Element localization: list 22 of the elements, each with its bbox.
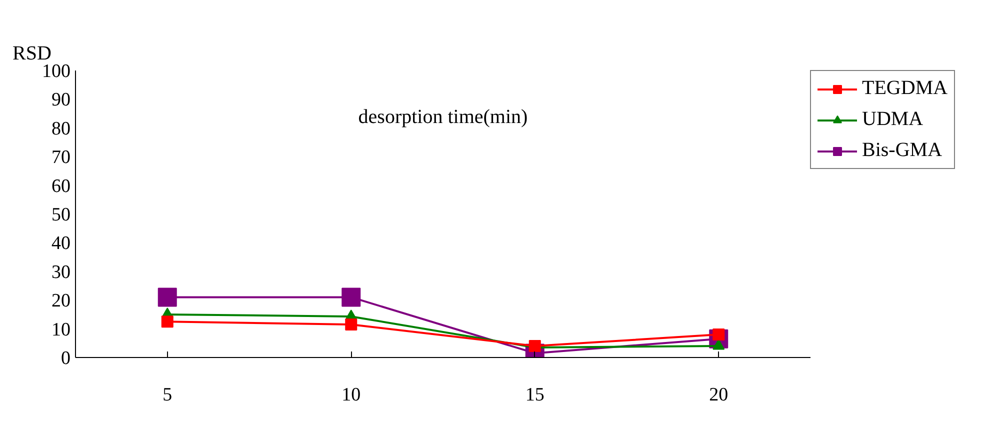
- x-tick-label: 5: [162, 384, 172, 406]
- y-tick-label: 20: [52, 290, 70, 312]
- y-tick-label: 50: [52, 204, 70, 226]
- y-tick-label: 10: [52, 319, 70, 340]
- y-tick-label: 70: [52, 147, 70, 168]
- x-axis-title: desorption time(min): [358, 106, 528, 128]
- point: [161, 316, 174, 328]
- y-tick-label: 40: [52, 233, 70, 254]
- point: [158, 288, 177, 307]
- y-tick-label: 0: [61, 348, 70, 369]
- legend-label: UDMA: [862, 108, 924, 131]
- legend-label: Bis-GMA: [862, 139, 942, 162]
- point: [342, 288, 361, 307]
- y-tick-label: 60: [52, 176, 70, 197]
- y-tick-label: 80: [52, 118, 70, 140]
- point: [345, 318, 358, 330]
- y-tick-label: 30: [52, 262, 70, 283]
- legend-label: TEGDMA: [862, 77, 948, 100]
- y-tick-label: 90: [52, 90, 70, 111]
- x-tick-label: 10: [342, 384, 361, 406]
- x-tick-label: 20: [709, 384, 728, 406]
- x-tick-label: 15: [525, 384, 544, 406]
